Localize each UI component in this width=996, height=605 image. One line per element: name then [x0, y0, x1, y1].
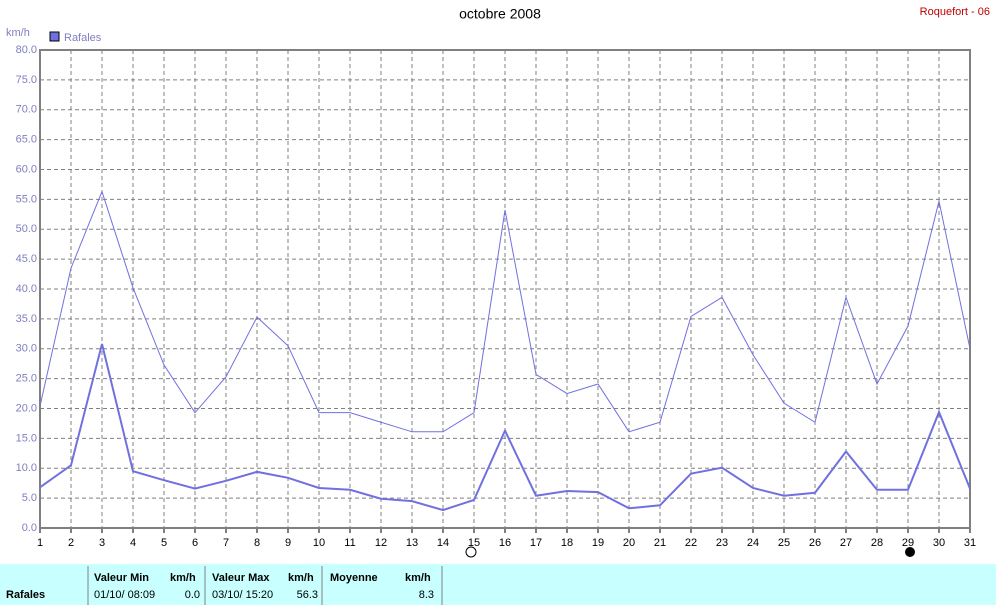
column-unit: km/h	[405, 572, 431, 584]
table-background	[0, 564, 996, 605]
y-tick-label: 10.0	[16, 462, 37, 474]
y-tick-label: 5.0	[22, 492, 37, 504]
y-tick-label: 35.0	[16, 313, 37, 325]
x-tick-label: 28	[871, 537, 883, 549]
legend-label: Rafales	[64, 32, 102, 44]
y-tick-label: 65.0	[16, 134, 37, 146]
y-tick-label: 15.0	[16, 432, 37, 444]
x-tick-label: 3	[99, 537, 105, 549]
cell-value: 0.0	[185, 589, 200, 601]
column-unit: km/h	[288, 572, 314, 584]
x-tick-label: 23	[716, 537, 728, 549]
y-tick-label: 30.0	[16, 343, 37, 355]
x-tick-label: 31	[964, 537, 976, 549]
moon-icon	[465, 546, 477, 558]
x-tick-label: 5	[161, 537, 167, 549]
column-header: Valeur Min	[94, 572, 149, 584]
y-tick-label: 25.0	[16, 373, 37, 385]
cell-date: 03/10/ 15:20	[212, 589, 273, 601]
column-unit: km/h	[170, 572, 196, 584]
row-label: Rafales	[6, 589, 45, 601]
x-tick-label: 13	[406, 537, 418, 549]
x-tick-label: 19	[592, 537, 604, 549]
x-tick-label: 6	[192, 537, 198, 549]
x-tick-label: 12	[375, 537, 387, 549]
x-tick-label: 1	[37, 537, 43, 549]
x-tick-label: 27	[840, 537, 852, 549]
moon-icon	[905, 547, 915, 557]
y-tick-label: 70.0	[16, 104, 37, 116]
x-tick-label: 22	[685, 537, 697, 549]
chart-title: octobre 2008	[459, 6, 541, 22]
y-tick-label: 20.0	[16, 402, 37, 414]
x-tick-label: 2	[68, 537, 74, 549]
x-tick-label: 10	[313, 537, 325, 549]
cell-date: 01/10/ 08:09	[94, 589, 155, 601]
data-line	[39, 190, 971, 433]
column-header: Valeur Max	[212, 572, 270, 584]
plot-frame	[39, 49, 971, 529]
column-header: Moyenne	[330, 572, 378, 584]
x-tick-label: 15	[468, 537, 480, 549]
x-tick-label: 8	[254, 537, 260, 549]
y-tick-label: 0.0	[22, 522, 37, 534]
x-tick-label: 11	[344, 537, 355, 549]
x-tick-label: 18	[561, 537, 573, 549]
x-tick-label: 21	[654, 537, 666, 549]
x-tick-label: 4	[130, 537, 136, 549]
cell-value: 56.3	[297, 589, 318, 601]
x-tick-label: 29	[902, 537, 914, 549]
x-tick-label: 7	[223, 537, 229, 549]
y-tick-label: 50.0	[16, 223, 37, 235]
x-tick-label: 24	[747, 537, 759, 549]
y-axis-label: km/h	[6, 27, 30, 39]
x-tick-label: 16	[499, 537, 511, 549]
legend-swatch	[49, 31, 60, 42]
x-tick-label: 14	[437, 537, 449, 549]
x-tick-label: 30	[933, 537, 945, 549]
data-line	[39, 343, 971, 512]
y-tick-label: 60.0	[16, 163, 37, 175]
cell-value: 8.3	[419, 589, 434, 601]
chart-subtitle: Roquefort - 06	[920, 6, 990, 18]
y-tick-label: 80.0	[16, 44, 37, 56]
y-tick-label: 45.0	[16, 253, 37, 265]
y-tick-label: 75.0	[16, 74, 37, 86]
x-tick-label: 25	[778, 537, 790, 549]
x-tick-label: 20	[623, 537, 635, 549]
y-tick-label: 40.0	[16, 283, 37, 295]
x-tick-label: 26	[809, 537, 821, 549]
summary-table: Rafales Valeur Min km/h 01/10/ 08:09 0.0…	[0, 564, 996, 605]
x-tick-label: 17	[530, 537, 542, 549]
y-tick-label: 55.0	[16, 193, 37, 205]
x-tick-label: 9	[285, 537, 291, 549]
